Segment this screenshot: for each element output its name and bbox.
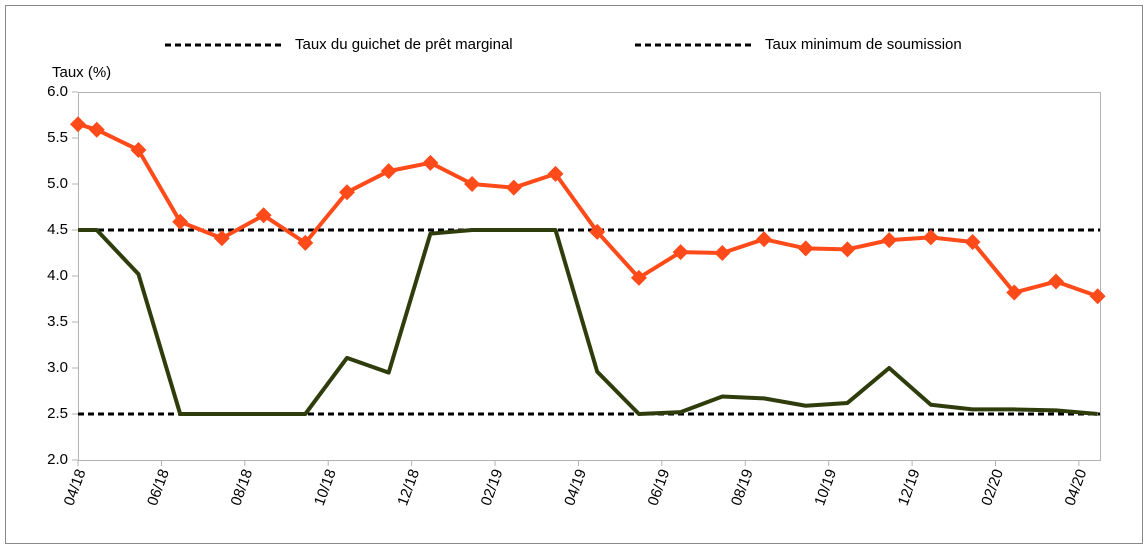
marker	[380, 163, 397, 180]
marker	[589, 223, 606, 240]
y-axis-label: Taux (%)	[52, 64, 111, 81]
marker	[255, 207, 272, 224]
marker	[797, 240, 814, 257]
y-tick-label: 3.0	[47, 359, 68, 376]
y-tick-label: 6.0	[47, 83, 68, 100]
marker	[1006, 284, 1023, 301]
marker	[839, 241, 856, 258]
y-tick-label: 2.0	[47, 451, 68, 468]
chart-frame	[5, 5, 1143, 544]
marker	[505, 179, 522, 196]
marker	[213, 230, 230, 247]
y-tick-label: 2.5	[47, 405, 68, 422]
marker	[756, 231, 773, 248]
y-tick-label: 3.5	[47, 313, 68, 330]
marker	[922, 229, 939, 246]
series-line	[78, 228, 1098, 416]
marker	[70, 116, 86, 133]
marker	[88, 121, 105, 138]
marker	[338, 184, 355, 201]
marker	[1089, 288, 1106, 305]
marker	[172, 213, 189, 230]
marker	[1047, 273, 1064, 290]
marker	[672, 244, 689, 261]
y-tick-label: 4.0	[47, 267, 68, 284]
marker	[422, 154, 439, 171]
marker	[630, 269, 647, 286]
marker	[464, 176, 481, 192]
y-tick-label: 5.5	[47, 129, 68, 146]
marker	[130, 141, 147, 158]
marker	[297, 234, 314, 251]
marker	[714, 245, 731, 261]
marker	[547, 165, 564, 182]
y-tick-label: 5.0	[47, 175, 68, 192]
y-tick-label: 4.5	[47, 221, 68, 238]
legend-label: Taux du guichet de prêt marginal	[295, 36, 513, 53]
legend-label: Taux minimum de soumission	[765, 36, 962, 53]
marker	[881, 232, 898, 249]
marker	[964, 233, 981, 250]
